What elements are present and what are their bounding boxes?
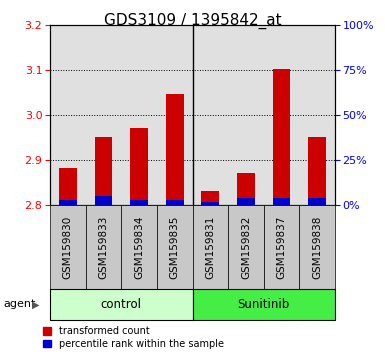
- Text: GSM159832: GSM159832: [241, 215, 251, 279]
- Text: GSM159837: GSM159837: [276, 215, 286, 279]
- Bar: [95, 196, 112, 205]
- Text: GSM159835: GSM159835: [170, 215, 180, 279]
- Bar: [130, 128, 148, 205]
- Bar: [95, 137, 112, 205]
- Bar: [130, 200, 148, 205]
- Legend: transformed count, percentile rank within the sample: transformed count, percentile rank withi…: [44, 326, 224, 349]
- Bar: [308, 137, 326, 205]
- Text: GSM159833: GSM159833: [99, 215, 109, 279]
- Text: agent: agent: [4, 299, 36, 309]
- Text: GSM159838: GSM159838: [312, 215, 322, 279]
- Bar: [308, 198, 326, 205]
- Text: Sunitinib: Sunitinib: [238, 298, 290, 311]
- Bar: [273, 69, 290, 205]
- Bar: [166, 94, 184, 205]
- Text: GDS3109 / 1395842_at: GDS3109 / 1395842_at: [104, 12, 281, 29]
- Text: GSM159831: GSM159831: [205, 215, 215, 279]
- Bar: [59, 200, 77, 205]
- Bar: [273, 198, 290, 205]
- Text: GSM159834: GSM159834: [134, 215, 144, 279]
- Bar: [237, 198, 255, 205]
- Bar: [201, 191, 219, 205]
- Bar: [59, 168, 77, 205]
- Text: GSM159830: GSM159830: [63, 215, 73, 279]
- Text: ▶: ▶: [32, 299, 39, 309]
- Bar: [166, 200, 184, 205]
- Bar: [201, 202, 219, 205]
- Text: control: control: [101, 298, 142, 311]
- Bar: [237, 173, 255, 205]
